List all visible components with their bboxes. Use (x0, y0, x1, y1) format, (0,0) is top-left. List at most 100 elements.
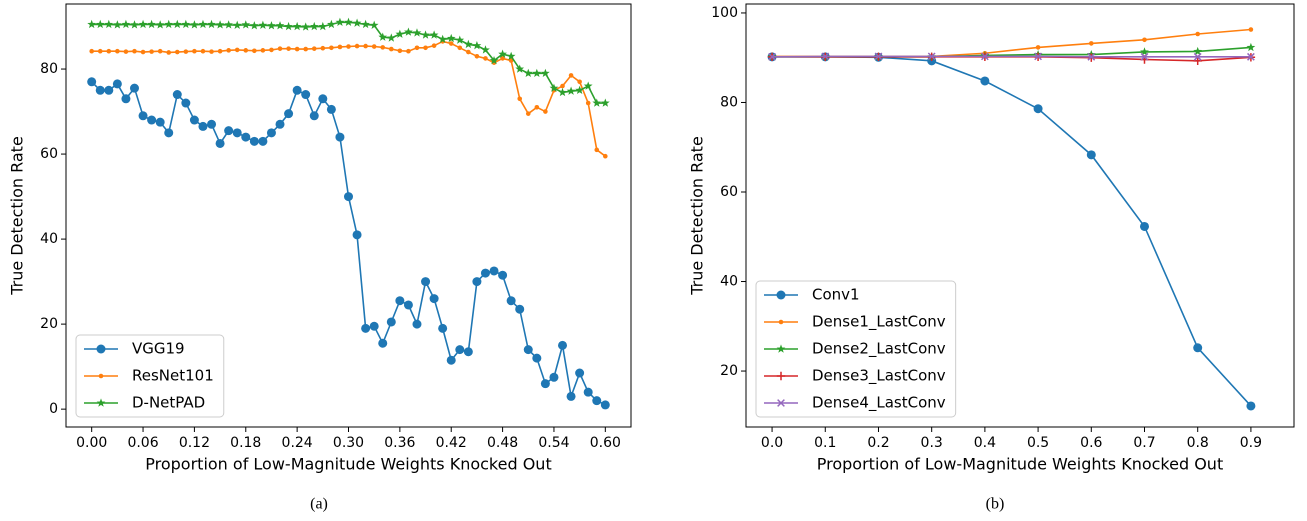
legend-label: Dense4_LastConv (812, 394, 946, 413)
series-line (91, 21, 606, 104)
marker (226, 48, 231, 53)
marker (284, 21, 293, 31)
marker (480, 268, 490, 278)
x-tick-label: 0.48 (487, 435, 518, 451)
y-tick-label: 60 (40, 146, 58, 162)
marker (389, 46, 394, 52)
marker (778, 319, 784, 325)
y-tick-label: 20 (720, 363, 738, 379)
marker (172, 19, 182, 29)
caption: (a) (310, 496, 328, 513)
marker (457, 45, 463, 51)
marker (292, 21, 302, 31)
legend-box (755, 280, 957, 418)
marker (558, 87, 567, 97)
x-tick-label: 0.00 (76, 435, 107, 451)
marker (326, 104, 336, 114)
x-tick-label: 0.0 (761, 435, 783, 451)
legend: Conv1 Dense1_LastConv Dense2_LastConv Dense… (755, 280, 957, 418)
marker (577, 79, 582, 85)
marker (821, 52, 830, 61)
marker (96, 398, 106, 407)
marker (200, 48, 206, 54)
marker (412, 319, 422, 329)
marker (421, 30, 430, 39)
marker (147, 19, 156, 29)
x-tick-label: 0.06 (127, 435, 158, 451)
marker (217, 48, 223, 54)
marker (147, 115, 157, 125)
marker (423, 45, 428, 51)
marker (380, 45, 386, 50)
marker (369, 20, 379, 29)
marker (249, 21, 259, 30)
marker (1142, 37, 1147, 43)
marker (776, 344, 786, 353)
marker (318, 94, 328, 104)
marker (181, 98, 191, 108)
marker (260, 48, 266, 53)
x-tick-label: 0.5 (1027, 435, 1049, 451)
marker (275, 21, 285, 30)
marker (183, 49, 189, 54)
x-axis-title: Proportion of Low-Magnitude Weights Knoc… (145, 455, 551, 474)
marker (463, 347, 473, 357)
marker (275, 119, 285, 129)
marker (481, 45, 490, 54)
marker (506, 296, 516, 306)
marker (286, 46, 291, 51)
marker (397, 48, 403, 54)
marker (132, 48, 137, 54)
marker (335, 17, 345, 26)
x-tick-label: 0.1 (814, 435, 836, 451)
marker (1193, 56, 1202, 66)
legend-label: D-NetPAD (132, 394, 205, 412)
marker (600, 400, 610, 410)
marker (1139, 221, 1149, 231)
marker (232, 20, 242, 29)
plot-frame (745, 3, 1295, 428)
marker (421, 277, 431, 287)
marker (395, 29, 405, 38)
marker (515, 64, 525, 73)
marker (318, 21, 328, 31)
x-tick-label: 0.54 (538, 435, 569, 451)
marker (566, 391, 576, 401)
marker (346, 44, 351, 49)
marker (575, 368, 585, 378)
marker (352, 230, 362, 240)
marker (541, 68, 550, 78)
marker (371, 44, 377, 49)
marker (568, 73, 574, 78)
marker (1140, 52, 1149, 61)
marker (543, 109, 548, 114)
y-tick-label: 0 (49, 401, 58, 417)
plot-frame (65, 3, 632, 428)
marker (448, 41, 454, 46)
marker (532, 353, 542, 363)
legend-label: VGG19 (132, 340, 185, 358)
marker (337, 44, 343, 50)
marker (446, 33, 456, 43)
marker (224, 126, 234, 136)
legend-label: Dense3_LastConv (812, 367, 946, 386)
marker (292, 85, 302, 95)
marker (1035, 45, 1041, 50)
marker (1193, 46, 1203, 56)
marker (301, 90, 311, 100)
marker (463, 39, 473, 49)
marker (506, 51, 516, 61)
legend: VGG19 ResNet101 D-NetPAD (75, 334, 225, 418)
x-tick-label: 0.7 (1133, 435, 1155, 451)
marker (525, 111, 531, 116)
marker (155, 20, 165, 29)
marker (284, 109, 294, 119)
marker (438, 34, 448, 44)
marker (121, 19, 131, 29)
marker (172, 90, 182, 100)
marker (603, 153, 608, 159)
marker (500, 56, 505, 61)
marker (189, 115, 199, 125)
marker (115, 48, 120, 54)
marker (395, 296, 405, 306)
